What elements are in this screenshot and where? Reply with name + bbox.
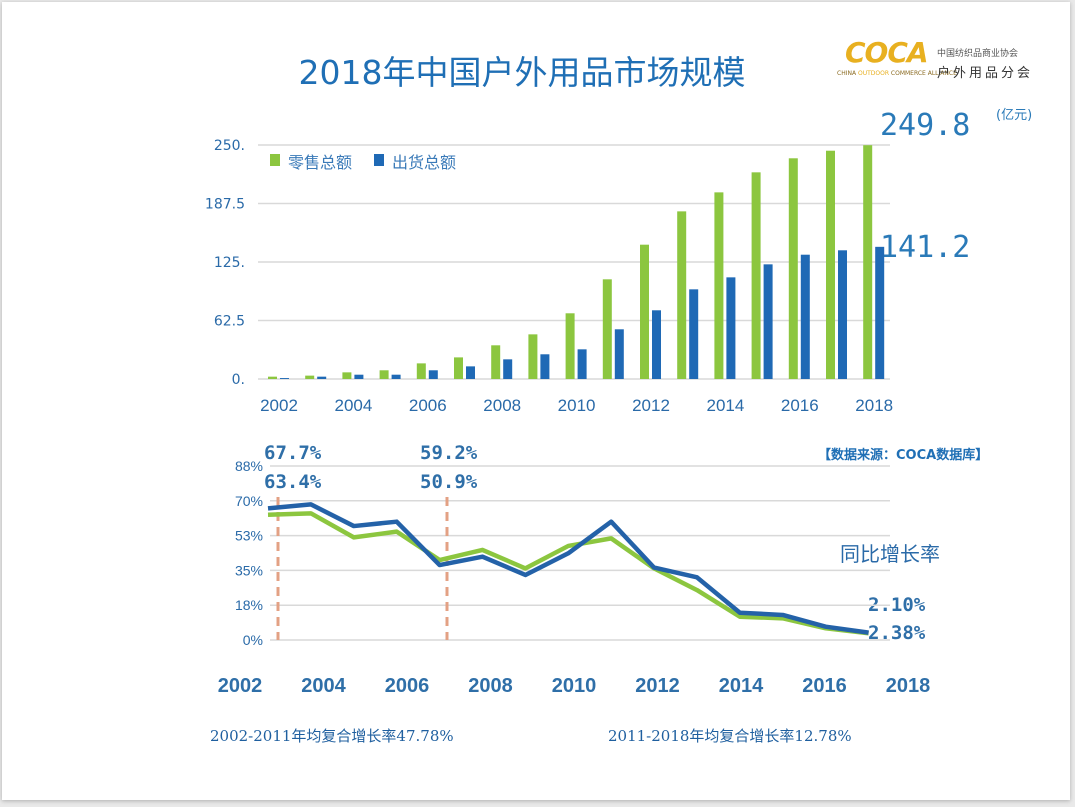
bar-retail-2014 xyxy=(714,192,724,379)
bar-retail-2002 xyxy=(268,376,277,379)
bar-retail-2008 xyxy=(491,345,501,379)
bar-shipment-2016 xyxy=(800,254,810,379)
x-tick-label: 2004 xyxy=(334,396,372,415)
x-tick-label: 2010 xyxy=(558,396,596,415)
bar-shipment-2017 xyxy=(838,250,847,379)
annotation-67-7: 67.7% xyxy=(264,442,322,464)
x-tick-label: 2012 xyxy=(635,675,680,697)
x-tick-label: 2018 xyxy=(886,675,931,697)
x-tick-label: 2002 xyxy=(218,675,263,697)
bar-retail-2003 xyxy=(305,375,315,379)
y-tick-label: 187.5 xyxy=(205,197,245,213)
bar-retail-2006 xyxy=(416,363,426,379)
y-tick-label: 88% xyxy=(235,458,263,474)
x-tick-label: 2014 xyxy=(706,396,744,415)
bar-shipment-2015 xyxy=(763,264,773,379)
y-tick-label: 35% xyxy=(235,562,263,578)
bar-retail-2007 xyxy=(454,357,463,379)
y-tick-label: 62.5 xyxy=(214,314,245,330)
x-tick-label: 2018 xyxy=(855,396,893,415)
y-tick-label: 0% xyxy=(243,632,263,648)
bar-shipment-2007 xyxy=(466,366,475,379)
legend-label: 零售总额 xyxy=(288,153,352,172)
bar-shipment-2011 xyxy=(614,329,624,379)
bar-retail-2016 xyxy=(788,158,798,379)
bar-retail-2005 xyxy=(379,370,389,379)
footnote-cagr-2011-2018: 2011-2018年均复合增长率12.78% xyxy=(608,727,852,745)
bar-shipment-2014 xyxy=(726,277,736,379)
footnote-cagr-2002-2011: 2002-2011年均复合增长率47.78% xyxy=(210,727,454,745)
y-tick-label: 250. xyxy=(214,138,245,154)
x-tick-label: 2012 xyxy=(632,396,670,415)
annotation-2-10: 2.10% xyxy=(868,594,926,616)
coca-logo: COCA CHINA OUTDOOR COMMERCE ALLIANCE 中国纺… xyxy=(837,36,1047,82)
x-tick-label: 2002 xyxy=(260,396,298,415)
growth-line-shipment xyxy=(267,502,869,635)
bar-shipment-2009 xyxy=(540,354,550,379)
page-title: 2018年中国户外用品市场规模 xyxy=(298,53,746,92)
bar-shipment-2010 xyxy=(577,349,587,379)
bar-shipment-2008 xyxy=(503,359,513,379)
bar-retail-2009 xyxy=(528,334,538,379)
y-tick-label: 125. xyxy=(214,255,245,271)
y-tick-label: 53% xyxy=(235,528,263,544)
bar-shipment-2002 xyxy=(280,378,289,379)
bar-retail-2011 xyxy=(602,279,612,379)
bar-retail-2004 xyxy=(342,372,352,379)
logo-org2: 户外用品分会 xyxy=(937,66,1034,81)
x-tick-label: 2006 xyxy=(409,396,447,415)
bar-shipment-2004 xyxy=(354,374,364,379)
bar-retail-2010 xyxy=(565,313,575,379)
x-tick-label: 2010 xyxy=(552,675,597,697)
bar-shipment-2012 xyxy=(652,310,661,379)
bar-retail-2012 xyxy=(640,244,649,379)
bar-shipment-2018 xyxy=(875,246,885,379)
y-tick-label: 0. xyxy=(232,372,245,388)
x-tick-label: 2014 xyxy=(719,675,764,697)
x-tick-label: 2016 xyxy=(781,396,819,415)
x-tick-label: 2008 xyxy=(468,675,513,697)
logo-subtext: CHINA OUTDOOR COMMERCE ALLIANCE xyxy=(837,70,957,77)
bar-retail-2017 xyxy=(826,150,835,379)
x-tick-label: 2008 xyxy=(483,396,521,415)
retail-2018-callout: 249.8 xyxy=(880,108,971,143)
bar-shipment-2006 xyxy=(428,370,438,379)
shipment-2018-callout: 141.2 xyxy=(880,230,971,265)
bar-retail-2013 xyxy=(677,211,687,379)
legend-swatch-shipment xyxy=(374,154,384,166)
growth-line-retail xyxy=(267,511,869,636)
annotation-63-4: 63.4% xyxy=(264,471,322,493)
logo-org1: 中国纺织品商业协会 xyxy=(937,49,1019,59)
unit-label: (亿元) xyxy=(996,108,1033,123)
logo-mark: COCA xyxy=(845,36,929,69)
data-source: 【数据来源：COCA数据库】 xyxy=(818,448,989,463)
legend-swatch-retail xyxy=(270,154,280,166)
x-tick-label: 2016 xyxy=(802,675,847,697)
x-tick-label: 2004 xyxy=(301,675,346,697)
y-tick-label: 18% xyxy=(235,597,263,613)
annotation-2-38: 2.38% xyxy=(868,622,926,644)
y-tick-label: 70% xyxy=(235,493,263,509)
bar-shipment-2005 xyxy=(391,374,401,379)
annotation-59-2: 59.2% xyxy=(420,442,478,464)
bar-retail-2015 xyxy=(751,172,761,379)
annotation-50-9: 50.9% xyxy=(420,471,478,493)
bar-shipment-2003 xyxy=(317,376,327,379)
x-tick-label: 2006 xyxy=(385,675,430,697)
legend-label: 出货总额 xyxy=(392,153,456,172)
bar-retail-2018 xyxy=(863,145,873,379)
growth-rate-label: 同比增长率 xyxy=(840,542,940,566)
bar-shipment-2013 xyxy=(689,289,699,379)
